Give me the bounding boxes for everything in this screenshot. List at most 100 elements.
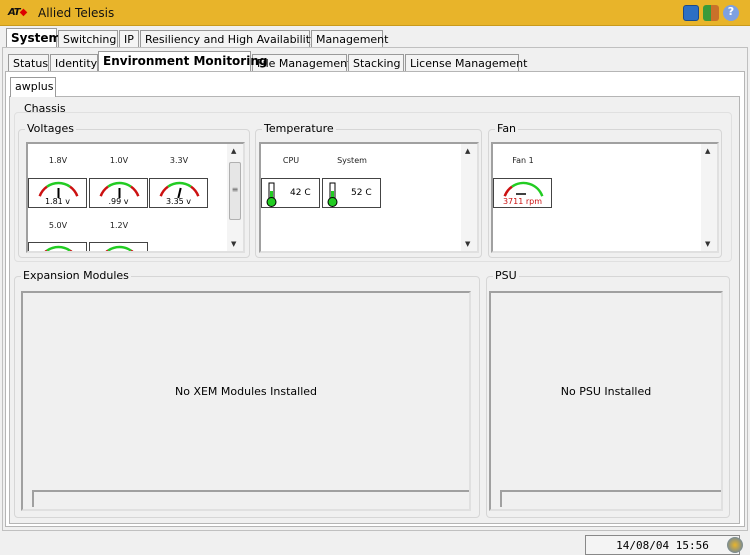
gauge-high-arc: [69, 249, 73, 251]
expansion-empty-row: [32, 490, 469, 507]
tab-identity[interactable]: Identity: [50, 54, 98, 72]
sensor-label: CPU: [282, 156, 300, 165]
gauge-low-arc: [105, 249, 109, 251]
gauge-dial-icon: [503, 181, 544, 197]
sensor-label: System: [337, 156, 367, 165]
gauge-high-arc: [130, 185, 140, 197]
app-title: Allied Telesis: [38, 6, 115, 20]
tab-management[interactable]: Management: [311, 30, 388, 48]
tab-ip[interactable]: IP: [119, 30, 139, 48]
title-bar: [0, 0, 750, 26]
tab-license-management[interactable]: License Management: [405, 54, 527, 72]
sensor-label: Fan 1: [512, 156, 534, 165]
psu-label: PSU: [493, 269, 519, 282]
gauge-low-arc: [159, 185, 169, 197]
temp-gauge-system: 52 C: [322, 178, 381, 208]
scroll-thumb[interactable]: ≡: [229, 162, 241, 220]
psu-empty-row: [500, 490, 721, 507]
gauge-ok-arc: [511, 181, 544, 197]
tab-status[interactable]: Status: [8, 54, 49, 72]
tab-switching[interactable]: Switching: [58, 30, 118, 48]
voltage-gauge-1-0v: .99 v: [89, 178, 148, 208]
scroll-down-icon[interactable]: ▼: [231, 240, 237, 248]
expansion-label: Expansion Modules: [21, 269, 131, 282]
gauge-value: 1.81 v: [44, 197, 71, 206]
expansion-message: No XEM Modules Installed: [174, 385, 318, 398]
sensor-label: 1.8V: [48, 156, 68, 165]
chassis-group: [14, 112, 732, 262]
psu-group: PSU: [486, 269, 730, 518]
gauge-ok-arc: [107, 181, 132, 188]
thermometer-fill: [331, 191, 334, 200]
scroll-up-icon[interactable]: ▲: [231, 147, 237, 155]
temperature-label: Temperature: [262, 122, 336, 135]
sensor-label: 1.0V: [109, 156, 129, 165]
temp-gauge-cpu: 42 C: [261, 178, 320, 208]
fan-group: Fan: [488, 122, 722, 258]
voltages-list: 1.8V 1.0V 3.3V 1.81 v .99 v 3.35 v 5.0V …: [26, 142, 245, 253]
gauge-dial-icon: [159, 181, 200, 199]
voltage-gauge-1-8v: 1.81 v: [28, 178, 87, 208]
gauge-ok-arc: [46, 245, 71, 251]
gauge-low-arc: [44, 249, 48, 251]
gauge-high-arc: [69, 185, 79, 197]
gauge-low-arc: [38, 185, 48, 197]
voltage-gauge-1-2v: [89, 242, 148, 251]
gauge-high-arc: [190, 185, 200, 197]
voltage-gauge-5-0v: [28, 242, 87, 251]
expansion-list: No XEM Modules Installed: [21, 291, 471, 511]
status-datetime: 14/08/04 15:56: [585, 535, 740, 555]
thermometer-fill: [270, 191, 273, 200]
gauge-dial-icon: [38, 181, 79, 198]
gauge-low-arc: [99, 185, 109, 197]
gauge-dial-icon: [44, 245, 73, 251]
scroll-down-icon[interactable]: ▼: [705, 240, 711, 248]
psu-list: No PSU Installed: [489, 291, 723, 511]
gauge-ok-arc: [167, 181, 192, 188]
expansion-group: Expansion Modules: [14, 269, 480, 518]
allied-telesis-logo: AT◆: [8, 7, 27, 18]
thermometer-bulb: [327, 197, 338, 207]
fan-gauge-1: 3711 rpm: [493, 178, 552, 208]
sensor-label: 3.3V: [169, 156, 189, 165]
tab-resiliency[interactable]: Resiliency and High Availability: [140, 30, 317, 48]
gauge-value: .99 v: [108, 197, 129, 206]
scroll-down-icon[interactable]: ▼: [465, 240, 471, 248]
gauge-needle: [177, 187, 182, 199]
gauge-ok-arc: [46, 181, 71, 188]
fan-scrollbar[interactable]: ▲ ▼: [701, 144, 717, 251]
temperature-scrollbar[interactable]: ▲ ▼: [461, 144, 477, 251]
sensor-label: 1.2V: [109, 221, 129, 230]
save-icon[interactable]: [683, 5, 699, 21]
thermometer-bulb: [266, 197, 277, 207]
chassis-label: Chassis: [24, 102, 66, 115]
voltages-group: Voltages: [18, 122, 250, 258]
voltages-label: Voltages: [25, 122, 76, 135]
tab-awplus[interactable]: awplus: [10, 77, 56, 97]
help-icon[interactable]: ?: [723, 5, 739, 21]
gauge-value: 42 C: [290, 188, 311, 198]
gauge-high-arc: [130, 249, 134, 251]
scroll-up-icon[interactable]: ▲: [705, 147, 711, 155]
gauge-value: 3.35 v: [165, 197, 192, 206]
gauge-low-arc: [503, 185, 513, 197]
exit-icon[interactable]: [703, 5, 719, 21]
refresh-icon[interactable]: [727, 537, 743, 553]
fan-label: Fan: [495, 122, 519, 135]
sensor-label: 5.0V: [48, 221, 68, 230]
scroll-up-icon[interactable]: ▲: [465, 147, 471, 155]
voltages-scrollbar[interactable]: ▲ ≡ ▼: [227, 144, 243, 251]
tab-system[interactable]: System: [6, 28, 61, 48]
thermometer-icon: [266, 182, 277, 207]
thermometer-icon: [327, 182, 338, 207]
fan-list: Fan 1 3711 rpm ▲ ▼: [491, 142, 719, 253]
gauge-dial-icon: [105, 245, 134, 251]
gauge-value: 52 C: [351, 188, 372, 198]
tab-file-management[interactable]: File Management: [252, 54, 351, 72]
voltage-gauge-3-3v: 3.35 v: [149, 178, 208, 208]
gauge-ok-arc: [107, 245, 132, 251]
tab-stacking[interactable]: Stacking: [348, 54, 404, 72]
gauge-dial-icon: [99, 181, 140, 198]
gauge-value: 3711 rpm: [502, 197, 543, 206]
tab-environment-monitoring[interactable]: Environment Monitoring: [98, 51, 267, 71]
